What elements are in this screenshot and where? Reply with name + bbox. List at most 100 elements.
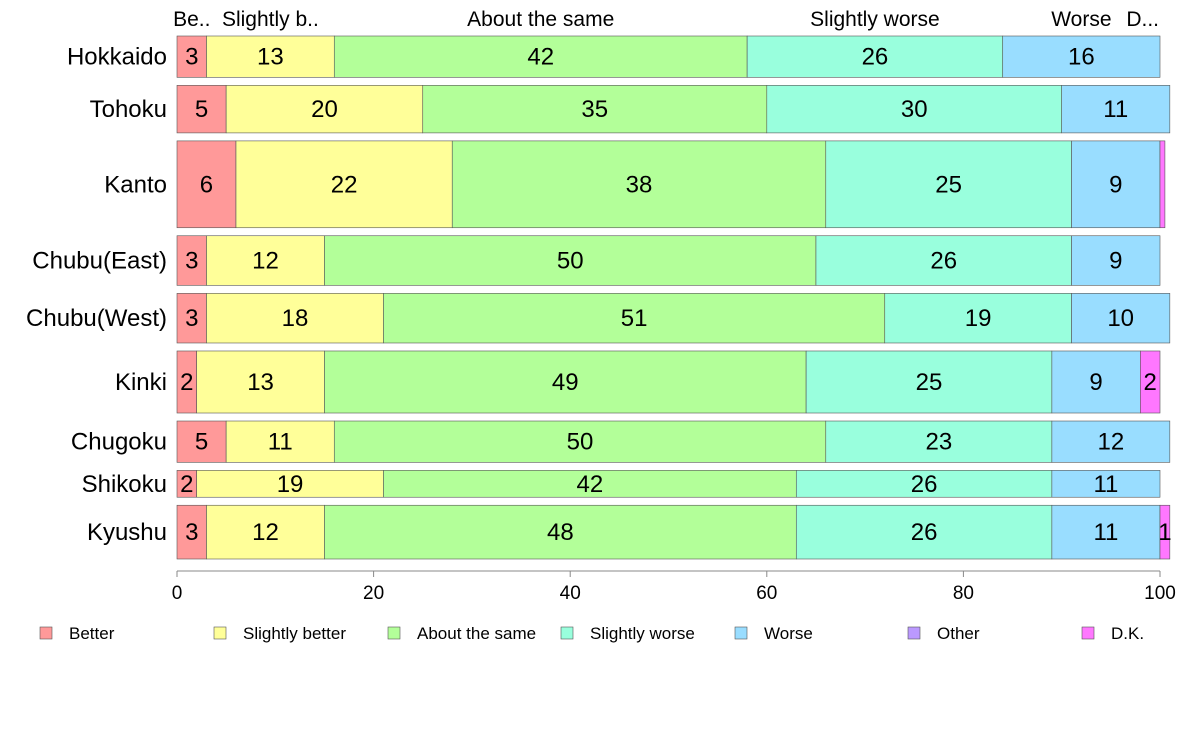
legend-item: D.K. xyxy=(1081,624,1144,643)
top-series-label: Be.. xyxy=(173,8,210,31)
segment-value-label: 9 xyxy=(1109,248,1122,275)
bar-row: 2 13 49 25 9 2 xyxy=(176,350,1161,414)
segment-value-label: 49 xyxy=(552,369,579,396)
category-label: Hokkaido xyxy=(67,44,167,71)
bar-segment xyxy=(795,470,1053,498)
top-series-label: Worse xyxy=(1051,8,1111,31)
segment-value-label: 12 xyxy=(252,519,279,546)
bar-segment xyxy=(422,85,768,134)
segment-value-label: 50 xyxy=(567,429,594,456)
segment-value-label: 12 xyxy=(252,248,279,275)
bar-segment xyxy=(176,35,207,78)
bar-row: 2 19 42 26 11 xyxy=(176,470,1161,498)
legend-swatch xyxy=(387,626,401,640)
legend-label: Other xyxy=(937,624,980,643)
segment-value-label: 25 xyxy=(935,171,962,198)
bar-segment xyxy=(383,470,797,498)
segment-value-label: 12 xyxy=(1097,429,1124,456)
bar-row: 3 12 50 26 9 xyxy=(176,235,1161,286)
bar-segment xyxy=(825,140,1072,229)
bar-segment xyxy=(196,470,384,498)
legend-item: Slightly better xyxy=(213,624,346,643)
bar-segment xyxy=(206,293,384,344)
bar-segment xyxy=(206,35,335,78)
x-tick-label: 100 xyxy=(1144,583,1176,604)
segment-value-label: 10 xyxy=(1107,305,1134,332)
segment-value-label: 6 xyxy=(200,171,213,198)
bar-segment xyxy=(196,350,325,414)
legend-label: Worse xyxy=(764,624,813,643)
top-series-label: About the same xyxy=(467,8,614,31)
category-label: Shikoku xyxy=(82,471,167,498)
segment-value-label: 26 xyxy=(862,44,889,71)
bar-segment xyxy=(1159,504,1171,560)
top-series-label: Slightly b.. xyxy=(222,8,319,31)
legend-item: Other xyxy=(907,624,980,643)
bar-segment xyxy=(324,504,797,560)
bar-segment xyxy=(451,140,827,229)
bar-segment xyxy=(206,235,325,286)
segment-value-label: 26 xyxy=(930,248,957,275)
segment-value-label: 19 xyxy=(965,305,992,332)
x-tick-label: 60 xyxy=(756,583,777,604)
bar-segment xyxy=(1051,504,1161,560)
segment-value-label: 9 xyxy=(1109,171,1122,198)
legend-item: Better xyxy=(39,624,115,643)
bar-segment xyxy=(766,85,1062,134)
bar-segment xyxy=(1051,420,1171,463)
segment-value-label: 11 xyxy=(1103,96,1128,123)
legend: Better Slightly better About the same Sligh… xyxy=(39,624,1144,643)
bar-segment xyxy=(206,504,325,560)
segment-value-label: 51 xyxy=(621,305,648,332)
bar-row: 6 22 38 25 9 xyxy=(176,140,1166,229)
segment-value-label: 26 xyxy=(911,471,938,498)
bar-segment xyxy=(235,140,453,229)
bar-segment xyxy=(176,420,227,463)
top-series-label: Slightly worse xyxy=(810,8,940,31)
category-label: Kinki xyxy=(115,369,167,396)
x-tick-label: 20 xyxy=(363,583,384,604)
bar-segment xyxy=(1071,235,1161,286)
legend-label: Slightly better xyxy=(243,624,346,643)
segment-value-label: 35 xyxy=(581,96,608,123)
bar-segment xyxy=(825,420,1053,463)
category-label: Tohoku xyxy=(90,96,167,123)
segment-value-label: 11 xyxy=(268,429,293,456)
bar-segment xyxy=(815,235,1072,286)
segment-value-label: 13 xyxy=(247,369,274,396)
legend-swatch xyxy=(734,626,748,640)
segment-value-label: 38 xyxy=(626,171,653,198)
bar-segment xyxy=(225,420,335,463)
segment-value-label: 16 xyxy=(1068,44,1095,71)
segment-value-label: 2 xyxy=(1143,369,1156,396)
legend-item: Slightly worse xyxy=(560,624,695,643)
legend-swatch xyxy=(560,626,574,640)
bar-segment xyxy=(324,235,817,286)
bar-segment xyxy=(1061,85,1171,134)
segment-value-label: 50 xyxy=(557,248,584,275)
category-label: Kanto xyxy=(104,171,167,198)
category-labels: Hokkaido Tohoku Kanto Chubu(East) Chubu(West… xyxy=(26,44,167,546)
category-label: Kyushu xyxy=(87,519,167,546)
bar-segment xyxy=(176,293,207,344)
legend-swatch xyxy=(907,626,921,640)
bar-segment xyxy=(1051,350,1141,414)
bar-segment xyxy=(176,504,207,560)
segment-value-label: 13 xyxy=(257,44,284,71)
top-series-label: D... xyxy=(1126,8,1159,31)
bar-row: 3 12 48 26 11 1 xyxy=(176,504,1172,560)
bar-segment xyxy=(1071,293,1171,344)
bar-segment xyxy=(746,35,1004,78)
x-tick-label: 80 xyxy=(953,583,974,604)
legend-label: Better xyxy=(69,624,115,643)
bar-segment xyxy=(1051,470,1161,498)
bar-segment xyxy=(795,504,1053,560)
segment-value-label: 5 xyxy=(195,96,208,123)
legend-item: Worse xyxy=(734,624,813,643)
segment-value-label: 26 xyxy=(911,519,938,546)
x-tick-label: 0 xyxy=(172,583,183,604)
segment-value-label: 5 xyxy=(195,429,208,456)
bar-segment xyxy=(1071,140,1161,229)
segment-value-label: 2 xyxy=(180,471,193,498)
legend-swatch xyxy=(39,626,53,640)
